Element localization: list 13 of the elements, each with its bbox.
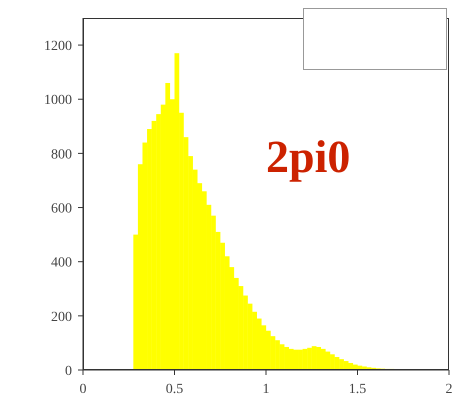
x-tick-label: 1.5 xyxy=(348,382,366,397)
x-tick-label: 2 xyxy=(446,382,452,397)
y-tick-label: 200 xyxy=(51,310,72,325)
x-tick-label: 0 xyxy=(80,382,86,397)
y-tick-label: 0 xyxy=(65,364,72,379)
annotation: 2pi0 xyxy=(266,131,350,182)
x-tick-label: 0.5 xyxy=(166,382,184,397)
y-tick-label: 1200 xyxy=(44,39,72,54)
x-tick-label: 1 xyxy=(262,382,270,397)
y-tick-label: 1000 xyxy=(44,93,72,108)
y-tick-label: 400 xyxy=(51,256,72,271)
y-tick-label: 800 xyxy=(51,147,72,162)
y-tick-label: 600 xyxy=(51,202,72,217)
